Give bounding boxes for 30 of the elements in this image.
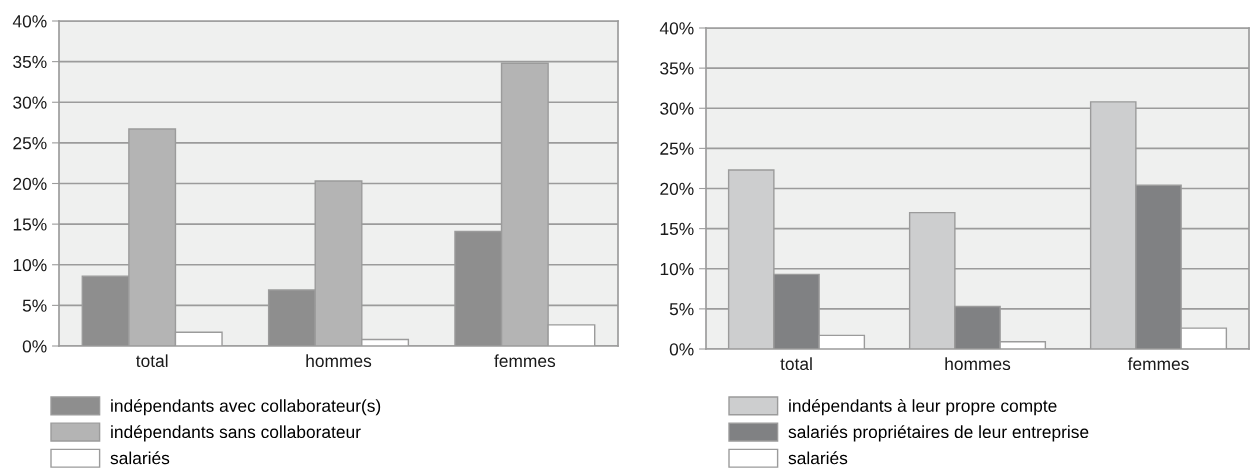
y-tick-label: 35%	[660, 62, 694, 75]
y-tick-label: 30%	[660, 102, 694, 115]
y-tick-label: 15%	[13, 218, 47, 231]
y-tick-label: 0%	[22, 340, 47, 353]
y-tick-label: 25%	[13, 137, 47, 150]
y-tick-label: 35%	[13, 55, 47, 69]
y-tick-label: 20%	[660, 182, 694, 195]
x-tick-label: total	[780, 357, 812, 371]
y-tick-label: 20%	[13, 177, 47, 190]
y-tick-label: 30%	[13, 96, 47, 109]
y-tick-label: 40%	[12, 15, 47, 28]
y-tick-label: 25%	[660, 142, 694, 155]
y-tick-label: 5%	[669, 303, 694, 316]
y-tick-label: 5%	[22, 299, 47, 312]
legend-label: indépendants sans collaborateur	[111, 425, 361, 442]
y-tick-label: 40%	[659, 22, 694, 35]
legend-label: salariés propriétaires de leur entreprise	[788, 425, 1089, 442]
y-tick-label: 0%	[669, 343, 694, 356]
legend-label: indépendants à leur propre compte	[789, 398, 1057, 416]
x-tick-label: femmes	[494, 354, 556, 368]
x-tick-label: total	[136, 354, 168, 368]
x-tick-label: hommes	[306, 354, 372, 368]
y-tick-label: 15%	[660, 222, 694, 236]
y-tick-label: 10%	[13, 258, 47, 272]
legend-label: salariés	[110, 451, 170, 465]
legend-label: indépendants avec collaborateur(s)	[111, 398, 381, 416]
legend-label: salariés	[788, 451, 848, 465]
x-tick-label: femmes	[1127, 357, 1189, 371]
x-tick-label: hommes	[945, 357, 1011, 371]
y-tick-label: 10%	[660, 262, 694, 276]
